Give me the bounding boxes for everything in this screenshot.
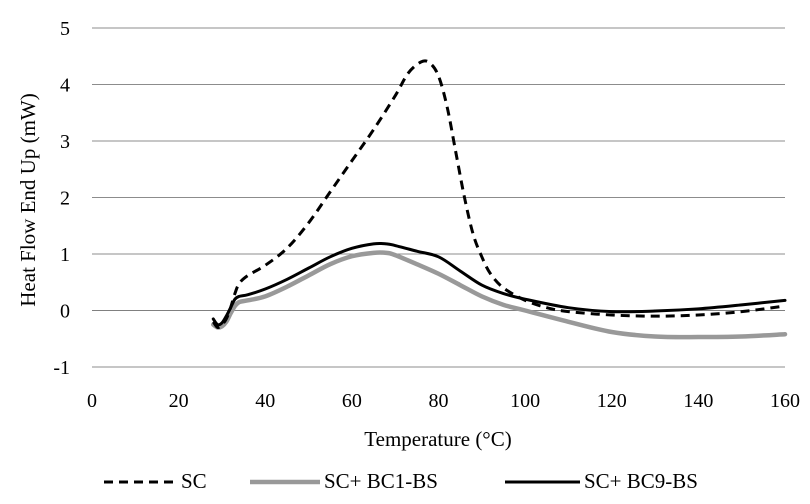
y-axis-title: Heat Flow End Up (mW)	[16, 93, 40, 306]
y-tick-label: 2	[60, 188, 70, 210]
x-tick-label: 0	[87, 390, 97, 412]
x-axis-title: Temperature (°C)	[364, 427, 511, 451]
y-tick-label: 3	[60, 131, 70, 153]
x-tick-label: 120	[597, 390, 627, 412]
x-tick-label: 60	[342, 390, 362, 412]
y-tick-label: 1	[60, 244, 70, 266]
x-tick-label: 20	[169, 390, 189, 412]
x-tick-label: 80	[429, 390, 449, 412]
series-layer	[211, 59, 788, 340]
legend-label-sc-bc1-bs: SC+ BC1-BS	[324, 469, 438, 493]
legend: SC SC+ BC1-BS SC+ BC9-BS	[104, 469, 698, 493]
x-tick-label: 140	[683, 390, 713, 412]
y-tick-label: 0	[60, 301, 70, 323]
series-line-sc-bc1-bs	[211, 250, 788, 340]
legend-label-sc-bc9-bs: SC+ BC9-BS	[584, 469, 698, 493]
x-tick-label: 40	[255, 390, 275, 412]
tick-labels: 5 4 3 2 1 0 -1 0 20 40 60 80 100 120 140 160	[53, 18, 800, 412]
y-tick-label: 5	[60, 18, 70, 40]
gridlines	[92, 27, 785, 368]
y-tick-label: 4	[60, 75, 70, 97]
legend-label-sc: SC	[181, 469, 207, 493]
x-tick-label: 100	[510, 390, 540, 412]
x-tick-label: 160	[770, 390, 800, 412]
series-line-sc	[212, 59, 786, 330]
y-tick-label: -1	[53, 357, 70, 379]
